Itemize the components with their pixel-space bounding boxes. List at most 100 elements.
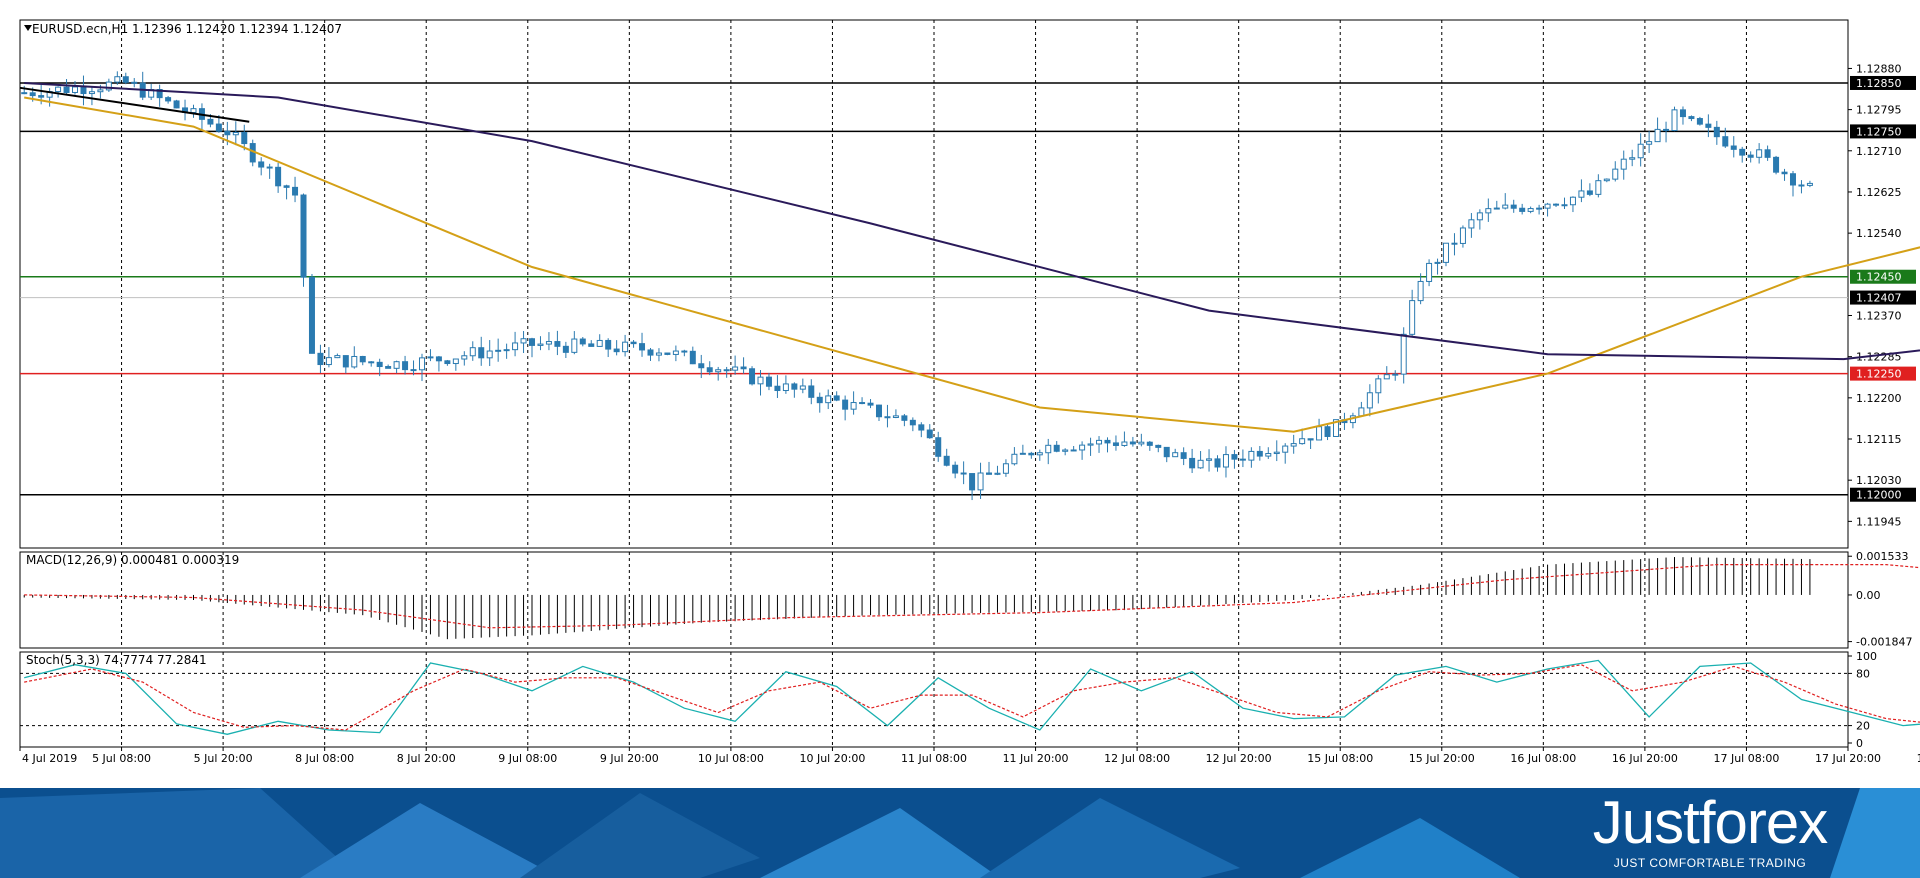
candle-body <box>1324 426 1331 437</box>
candle-body <box>55 86 62 93</box>
symbol-dropdown-icon[interactable] <box>24 25 32 31</box>
candle-body <box>571 338 578 353</box>
candle-body <box>715 369 722 373</box>
stochastic-axis-label: 0 <box>1856 737 1863 750</box>
candle-body <box>816 396 823 404</box>
candle-body <box>1654 128 1661 143</box>
time-axis-label: 18 Jul 08:00 <box>1917 752 1920 765</box>
candle-body <box>1197 459 1204 469</box>
candle-body <box>1383 374 1390 380</box>
candle-body <box>554 341 561 347</box>
time-axis-label: 10 Jul 08:00 <box>698 752 764 765</box>
candle-body <box>1290 443 1297 447</box>
candle-body <box>1561 204 1568 207</box>
candle-body <box>749 368 756 385</box>
candle-body <box>1273 451 1280 455</box>
candle-body <box>80 86 87 95</box>
candle-body <box>97 89 104 93</box>
candle-body <box>1722 136 1729 147</box>
candle-body <box>1400 333 1407 375</box>
macd-axis-label: 0.001533 <box>1856 550 1909 563</box>
banner-shape <box>520 793 760 878</box>
candle-body <box>1730 145 1737 150</box>
banner-shape <box>760 808 1000 878</box>
price-axis-label: 1.12880 <box>1856 62 1902 75</box>
candle-body <box>1451 242 1458 245</box>
candle-body <box>1070 449 1077 452</box>
candle-body <box>1443 242 1450 263</box>
stochastic-d-line <box>24 664 1920 731</box>
candle-body <box>833 395 840 401</box>
brand-tagline: JUST COMFORTABLE TRADING <box>1613 856 1807 870</box>
candle-body <box>1612 168 1619 180</box>
candle-body <box>1045 444 1052 454</box>
candle-body <box>1011 453 1018 465</box>
price-axis-label: 1.12030 <box>1856 474 1902 487</box>
candle-body <box>1087 443 1094 446</box>
macd-pane-title: MACD(12,26,9) 0.000481 0.000319 <box>26 553 239 567</box>
candle-body <box>859 402 866 405</box>
candle-body <box>1679 109 1686 118</box>
candle-body <box>1586 190 1593 195</box>
candle-body <box>613 348 620 353</box>
stochastic-pane-title: Stoch(5,3,3) 74.7774 77.2841 <box>26 653 207 667</box>
candle-body <box>1019 452 1026 455</box>
candle-body <box>334 355 341 359</box>
macd-axis-label: 0.00 <box>1856 589 1881 602</box>
candle-body <box>986 472 993 475</box>
price-axis-label: 1.12710 <box>1856 145 1902 158</box>
candle-body <box>478 347 485 359</box>
candle-body <box>29 92 36 97</box>
candle-body <box>596 339 603 347</box>
candle-body <box>1519 207 1526 212</box>
candle-body <box>1358 407 1365 417</box>
time-axis-label: 15 Jul 08:00 <box>1307 752 1373 765</box>
candle-body <box>1163 446 1170 458</box>
brand-name: Justforex <box>1592 789 1828 856</box>
candle-body <box>427 356 434 359</box>
candle-body <box>1417 280 1424 302</box>
candle-body <box>359 355 366 363</box>
macd-signal-line <box>24 564 1920 629</box>
candle-body <box>444 360 451 365</box>
candle-body <box>1629 157 1636 160</box>
time-axis-label: 12 Jul 08:00 <box>1104 752 1170 765</box>
candle-body <box>757 376 764 385</box>
candle-body <box>1332 419 1339 437</box>
candle-body <box>1096 439 1103 445</box>
candle-body <box>740 366 747 370</box>
candle-body <box>1663 128 1670 132</box>
time-axis-label: 11 Jul 08:00 <box>901 752 967 765</box>
candle-body <box>1138 441 1145 445</box>
candle-body <box>266 166 273 169</box>
candle-body <box>1104 439 1111 444</box>
candle-body <box>1756 149 1763 158</box>
candle-body <box>1806 182 1813 186</box>
candle-body <box>241 131 248 145</box>
candle-body <box>512 342 519 351</box>
candle-body <box>1688 116 1695 120</box>
candle-body <box>1620 158 1627 170</box>
price-pane-title: EURUSD.ecn,H1 1.12396 1.12420 1.12394 1.… <box>32 22 342 36</box>
level-price-tag <box>1850 366 1916 381</box>
candle-body <box>63 86 70 93</box>
stochastic-axis-label: 100 <box>1856 650 1877 663</box>
candle-body <box>1375 378 1382 394</box>
candle-body <box>639 343 646 351</box>
candle-body <box>681 350 688 353</box>
candle-body <box>1773 156 1780 173</box>
candle-body <box>21 92 28 95</box>
candle-body <box>926 429 933 439</box>
time-axis-label: 12 Jul 20:00 <box>1206 752 1272 765</box>
chart-background <box>0 0 1920 788</box>
level-price-tag <box>1850 487 1916 502</box>
candle-body <box>1595 180 1602 195</box>
candle-body <box>1112 442 1119 446</box>
candle-body <box>1231 454 1238 460</box>
banner-shape <box>0 788 360 878</box>
stochastic-axis-label: 80 <box>1856 667 1870 680</box>
candle-body <box>1214 458 1221 468</box>
candle-body <box>283 185 290 188</box>
candle-body <box>774 385 781 392</box>
candle-body <box>215 123 222 132</box>
